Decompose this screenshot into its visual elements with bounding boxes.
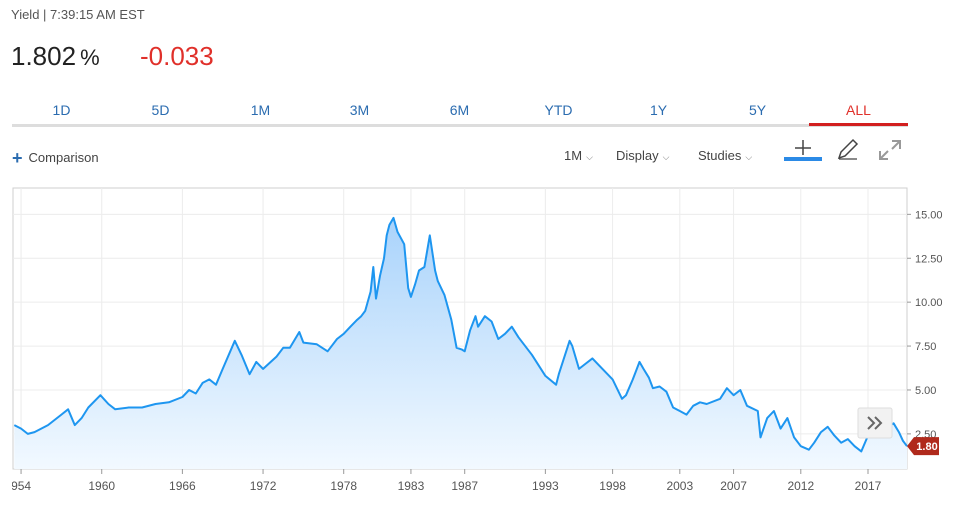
interval-label: 1M bbox=[564, 148, 583, 163]
expand-icon[interactable] bbox=[877, 138, 903, 162]
x-tick-label: 2003 bbox=[666, 479, 693, 493]
x-tick-label: 954 bbox=[12, 479, 31, 493]
quote-timestamp: Yield | 7:39:15 AM EST bbox=[11, 7, 145, 22]
tab-1m[interactable]: 1M bbox=[250, 102, 271, 118]
price-value: 1.802 bbox=[11, 41, 77, 71]
y-tick-label: 7.50 bbox=[915, 341, 936, 353]
tab-6m[interactable]: 6M bbox=[449, 102, 470, 118]
series-line bbox=[13, 216, 908, 453]
chevron-down-icon: ⌵ bbox=[745, 152, 753, 162]
x-tick-label: 1998 bbox=[599, 479, 626, 493]
tabs-divider bbox=[12, 124, 908, 127]
tab-all[interactable]: ALL bbox=[846, 102, 871, 118]
series-area bbox=[14, 217, 908, 469]
interval-dropdown[interactable]: 1M ⌵ bbox=[564, 148, 593, 163]
display-label: Display bbox=[616, 148, 659, 163]
chevron-down-icon: ⌵ bbox=[662, 152, 670, 162]
tab-5y[interactable]: 5Y bbox=[748, 102, 767, 118]
x-tick-label: 1960 bbox=[88, 479, 115, 493]
x-tick-label: 2012 bbox=[787, 479, 814, 493]
x-tick-label: 2007 bbox=[720, 479, 747, 493]
y-tick-label: 5.00 bbox=[915, 385, 936, 397]
x-tick-label: 1993 bbox=[532, 479, 559, 493]
y-tick-label: 15.00 bbox=[915, 209, 943, 221]
y-tick-label: 10.00 bbox=[915, 297, 943, 309]
range-tabs: 1D 5D 1M 3M 6M YTD 1Y 5Y ALL bbox=[12, 98, 908, 128]
tab-ytd[interactable]: YTD bbox=[544, 102, 573, 118]
x-tick-label: 1983 bbox=[398, 479, 425, 493]
x-tick-label: 1987 bbox=[451, 479, 478, 493]
comparison-button[interactable]: + Comparison bbox=[12, 148, 99, 169]
active-tab-indicator bbox=[809, 123, 908, 126]
x-tick-label: 1966 bbox=[169, 479, 196, 493]
yield-change: -0.033 bbox=[140, 41, 214, 71]
last-value-badge bbox=[907, 437, 939, 456]
x-tick-label: 2017 bbox=[855, 479, 882, 493]
studies-dropdown[interactable]: Studies ⌵ bbox=[698, 148, 752, 163]
comparison-label: Comparison bbox=[28, 150, 99, 165]
tab-1y[interactable]: 1Y bbox=[649, 102, 668, 118]
price-unit: % bbox=[80, 45, 100, 70]
x-tick-label: 1972 bbox=[250, 479, 277, 493]
crosshair-icon[interactable] bbox=[784, 138, 822, 162]
last-value-label: 1.80 bbox=[916, 441, 937, 453]
plus-icon: + bbox=[12, 148, 23, 168]
tab-5d[interactable]: 5D bbox=[151, 102, 170, 118]
double-chevron-right-icon bbox=[867, 416, 883, 430]
tab-1d[interactable]: 1D bbox=[52, 102, 71, 118]
x-tick-label: 1978 bbox=[330, 479, 357, 493]
chevron-down-icon: ⌵ bbox=[586, 152, 593, 162]
pencil-icon[interactable] bbox=[835, 138, 861, 162]
tab-3m[interactable]: 3M bbox=[349, 102, 370, 118]
yield-price: 1.802% bbox=[11, 41, 100, 72]
display-dropdown[interactable]: Display ⌵ bbox=[616, 148, 669, 163]
studies-label: Studies bbox=[698, 148, 742, 163]
y-tick-label: 12.50 bbox=[915, 253, 943, 265]
